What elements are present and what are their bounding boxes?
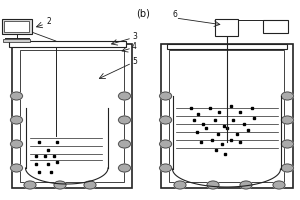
Text: 5: 5 <box>132 57 137 66</box>
Circle shape <box>160 140 172 148</box>
Circle shape <box>240 181 252 189</box>
FancyBboxPatch shape <box>9 41 126 47</box>
FancyBboxPatch shape <box>167 44 286 49</box>
Text: (b): (b) <box>136 9 150 19</box>
FancyBboxPatch shape <box>12 44 132 188</box>
Circle shape <box>273 181 285 189</box>
Circle shape <box>11 92 22 100</box>
Circle shape <box>207 181 219 189</box>
Circle shape <box>84 181 96 189</box>
Circle shape <box>11 140 22 148</box>
Circle shape <box>160 116 172 124</box>
Circle shape <box>118 140 130 148</box>
Circle shape <box>281 116 293 124</box>
Circle shape <box>11 116 22 124</box>
Circle shape <box>118 92 130 100</box>
Text: 2: 2 <box>46 17 51 26</box>
Circle shape <box>160 92 172 100</box>
Circle shape <box>118 116 130 124</box>
FancyBboxPatch shape <box>169 50 284 182</box>
FancyBboxPatch shape <box>4 21 29 32</box>
Circle shape <box>281 140 293 148</box>
FancyBboxPatch shape <box>262 20 288 33</box>
Circle shape <box>118 164 130 172</box>
Text: 3: 3 <box>132 32 137 41</box>
Text: 6: 6 <box>172 10 177 19</box>
Text: 4: 4 <box>132 42 137 51</box>
FancyBboxPatch shape <box>20 50 124 182</box>
FancyBboxPatch shape <box>160 44 292 188</box>
FancyBboxPatch shape <box>2 19 31 34</box>
Circle shape <box>11 164 22 172</box>
Circle shape <box>160 164 172 172</box>
Circle shape <box>281 164 293 172</box>
FancyBboxPatch shape <box>3 39 30 42</box>
Circle shape <box>54 181 66 189</box>
FancyBboxPatch shape <box>214 19 239 36</box>
Circle shape <box>24 181 36 189</box>
Circle shape <box>174 181 186 189</box>
Circle shape <box>281 92 293 100</box>
